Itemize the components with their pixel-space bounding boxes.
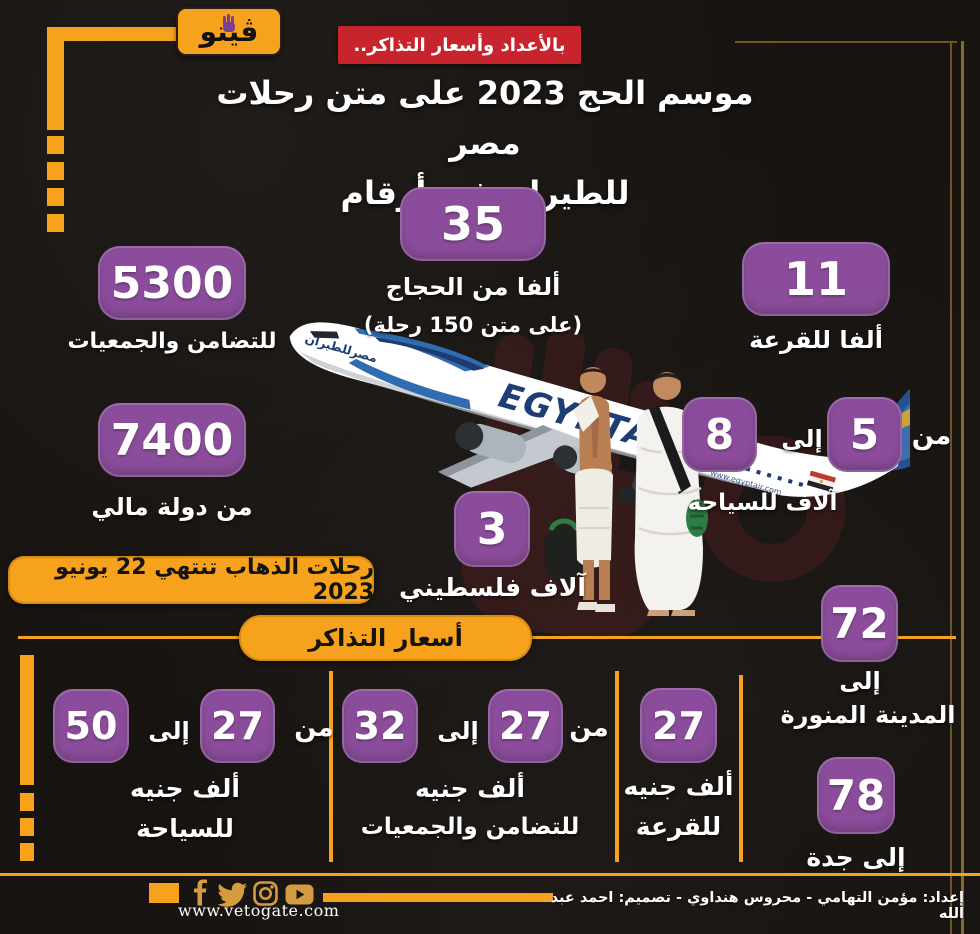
stat-palestinians-badge: 3: [454, 491, 530, 567]
kicker-text: بالأعداد وأسعار التذاكر..: [353, 34, 566, 56]
price-solidarity-from-label: من: [569, 713, 609, 743]
price-solidarity-to-label: إلى: [437, 717, 479, 745]
stat-pilgrims-caption: ألفا من الحجاج: [385, 273, 561, 301]
stat-tourism-from-badge: 5: [827, 397, 902, 472]
stat-pilgrims-value: 35: [440, 197, 505, 251]
title-line1: موسم الحج 2023 على متن رحلات مصر: [216, 74, 754, 162]
stat-solidarity-badge: 5300: [98, 246, 246, 320]
price-solidarity-to-badge: 32: [342, 689, 418, 763]
price-solidarity-caption2: للتضامن والجمعيات: [360, 814, 580, 840]
price-tourism-to-value: 50: [64, 704, 118, 748]
footer-left-block: [149, 883, 179, 903]
price-lottery-caption2: للقرعة: [635, 812, 722, 841]
stat-pilgrims-subcaption: (على متن 150 رحلة): [363, 313, 583, 337]
frame-dash: [47, 162, 64, 180]
stat-jeddah-caption: إلى جدة: [806, 843, 906, 872]
twitter-icon[interactable]: [218, 882, 248, 907]
stat-solidarity-value: 5300: [110, 257, 234, 309]
prices-title-text: أسعار التذاكر: [308, 624, 463, 652]
youtube-icon[interactable]: [285, 884, 314, 905]
pricebox-left-dash: [20, 818, 34, 836]
instagram-icon[interactable]: [253, 881, 278, 906]
price-solidarity-from-value: 27: [499, 704, 552, 748]
price-tourism-to-badge: 50: [53, 689, 129, 763]
stat-medina-caption2: المدينة المنورة: [780, 701, 956, 729]
stat-palestinians-caption: آلاف فلسطيني: [399, 573, 586, 602]
website-link[interactable]: www.vetogate.com: [178, 901, 340, 920]
price-separator: [739, 675, 743, 862]
footer-top-line: [0, 873, 980, 876]
frame-bar-vertical: [47, 27, 64, 130]
footer-bar: [323, 893, 553, 902]
price-tourism-from-badge: 27: [200, 689, 275, 763]
stat-tourism-to-label: إلى: [781, 425, 823, 453]
stat-palestinians-value: 3: [476, 503, 508, 555]
price-lottery-value: 27: [652, 703, 705, 748]
price-lottery-badge: 27: [640, 688, 717, 763]
pricebox-left-border: [20, 655, 34, 785]
frame-dash: [47, 214, 64, 232]
stat-jeddah-badge: 78: [817, 757, 895, 834]
stat-tourism-from-label: من: [911, 421, 952, 451]
frame-line-right-outer: [961, 41, 964, 934]
pricebox-left-dash: [20, 843, 34, 861]
frame-dash: [47, 188, 64, 206]
stat-medina-value: 72: [830, 599, 889, 648]
stat-mali-value: 7400: [110, 414, 234, 466]
price-tourism-to-label: إلى: [148, 717, 190, 745]
price-tourism-caption1: ألف جنيه: [129, 774, 241, 803]
price-separator: [615, 671, 619, 862]
frame-bar-horizontal: [58, 27, 180, 41]
frame-line-top: [735, 41, 957, 43]
veto-hand-icon: [223, 14, 235, 32]
price-separator: [329, 671, 333, 862]
prices-title-banner: أسعار التذاكر: [239, 615, 532, 661]
stat-pilgrims-badge: 35: [400, 187, 546, 261]
stat-lottery-value: 11: [783, 252, 848, 306]
kicker-banner: بالأعداد وأسعار التذاكر..: [338, 26, 581, 64]
stat-tourism-to-badge: 8: [682, 397, 757, 472]
credits-text: إعداد: مؤمن التهامي - محروس هنداوي - تصم…: [550, 890, 964, 922]
price-solidarity-caption1: ألف جنيه: [414, 774, 526, 803]
stat-mali-caption: من دولة مالي: [91, 493, 253, 521]
frame-dash: [47, 136, 64, 154]
vetogate-logo[interactable]: ڤيتو: [176, 7, 282, 56]
facebook-icon[interactable]: [189, 879, 211, 906]
stat-solidarity-caption: للتضامن والجمعيات: [67, 329, 277, 354]
price-tourism-caption2: للسياحة: [136, 814, 234, 843]
stat-mali-badge: 7400: [98, 403, 246, 477]
stat-jeddah-value: 78: [826, 771, 886, 820]
price-tourism-from-label: من: [294, 713, 334, 743]
price-lottery-caption1: ألف جنيه: [623, 772, 734, 801]
pricebox-left-dash: [20, 793, 34, 811]
frame-line-right-inner: [950, 41, 952, 934]
stat-tourism-caption: آلاف للسياحة: [687, 490, 838, 516]
departure-banner-text: رحلات الذهاب تنتهي 22 يونيو 2023: [55, 555, 374, 605]
departure-banner: رحلات الذهاب تنتهي 22 يونيو 2023: [8, 555, 374, 605]
price-solidarity-to-value: 32: [353, 704, 407, 748]
price-solidarity-from-badge: 27: [488, 689, 563, 763]
stat-tourism-to-value: 8: [704, 410, 735, 459]
price-tourism-from-value: 27: [211, 704, 264, 748]
stat-lottery-badge: 11: [742, 242, 890, 316]
stat-tourism-from-value: 5: [849, 410, 880, 459]
stat-lottery-caption: ألفا للقرعة: [749, 326, 883, 354]
stat-medina-badge: 72: [821, 585, 898, 662]
stat-medina-caption1: إلى: [839, 667, 881, 695]
